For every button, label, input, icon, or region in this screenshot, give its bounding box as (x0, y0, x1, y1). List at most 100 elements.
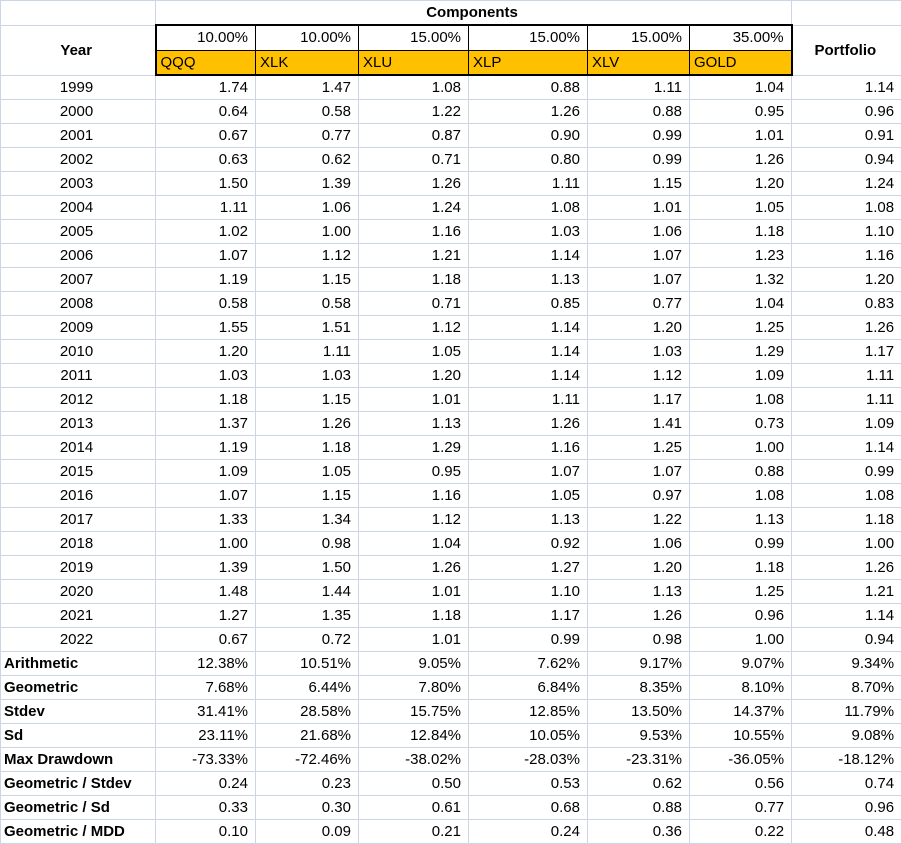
stat-value-cell[interactable]: 0.09 (256, 820, 359, 844)
return-value-cell[interactable]: 1.19 (156, 268, 256, 292)
stat-value-cell[interactable]: 15.75% (359, 700, 469, 724)
stat-value-cell[interactable]: 0.24 (469, 820, 588, 844)
stat-value-cell[interactable]: 12.38% (156, 652, 256, 676)
stat-value-cell[interactable]: 0.50 (359, 772, 469, 796)
year-column-header[interactable]: Year (1, 25, 156, 75)
stat-value-cell[interactable]: 0.30 (256, 796, 359, 820)
portfolio-value-cell[interactable]: 0.99 (792, 460, 901, 484)
year-cell[interactable]: 2000 (1, 100, 156, 124)
return-value-cell[interactable]: 1.03 (256, 364, 359, 388)
stat-value-cell[interactable]: 0.53 (469, 772, 588, 796)
ticker-cell-xlk[interactable]: XLK (256, 51, 359, 76)
return-value-cell[interactable]: 0.62 (256, 148, 359, 172)
weight-cell-xlv[interactable]: 15.00% (588, 25, 690, 51)
stat-value-cell[interactable]: 0.77 (690, 796, 792, 820)
return-value-cell[interactable]: 1.03 (588, 340, 690, 364)
portfolio-value-cell[interactable]: 1.14 (792, 604, 901, 628)
year-cell[interactable]: 2015 (1, 460, 156, 484)
return-value-cell[interactable]: 1.41 (588, 412, 690, 436)
year-cell[interactable]: 2022 (1, 628, 156, 652)
stat-value-cell[interactable]: 10.55% (690, 724, 792, 748)
return-value-cell[interactable]: 1.35 (256, 604, 359, 628)
return-value-cell[interactable]: 0.99 (469, 628, 588, 652)
return-value-cell[interactable]: 0.87 (359, 124, 469, 148)
return-value-cell[interactable]: 1.13 (469, 268, 588, 292)
return-value-cell[interactable]: 1.15 (256, 268, 359, 292)
stat-value-cell[interactable]: 0.56 (690, 772, 792, 796)
stat-value-cell[interactable]: 6.44% (256, 676, 359, 700)
stat-label[interactable]: Geometric (1, 676, 156, 700)
return-value-cell[interactable]: 0.63 (156, 148, 256, 172)
portfolio-value-cell[interactable]: 0.91 (792, 124, 901, 148)
portfolio-value-cell[interactable]: 1.14 (792, 436, 901, 460)
return-value-cell[interactable]: 1.00 (256, 220, 359, 244)
return-value-cell[interactable]: 0.71 (359, 292, 469, 316)
return-value-cell[interactable]: 1.05 (359, 340, 469, 364)
return-value-cell[interactable]: 1.32 (690, 268, 792, 292)
stat-value-cell[interactable]: 0.23 (256, 772, 359, 796)
portfolio-value-cell[interactable]: 0.96 (792, 100, 901, 124)
return-value-cell[interactable]: 1.14 (469, 244, 588, 268)
stat-label[interactable]: Max Drawdown (1, 748, 156, 772)
stat-value-cell[interactable]: 31.41% (156, 700, 256, 724)
return-value-cell[interactable]: 0.96 (690, 604, 792, 628)
return-value-cell[interactable]: 1.13 (690, 508, 792, 532)
stat-value-cell[interactable]: 0.22 (690, 820, 792, 844)
return-value-cell[interactable]: 1.00 (690, 628, 792, 652)
return-value-cell[interactable]: 1.11 (256, 340, 359, 364)
return-value-cell[interactable]: 1.50 (156, 172, 256, 196)
return-value-cell[interactable]: 0.58 (256, 292, 359, 316)
stat-value-cell[interactable]: 6.84% (469, 676, 588, 700)
return-value-cell[interactable]: 1.10 (469, 580, 588, 604)
year-cell[interactable]: 2006 (1, 244, 156, 268)
return-value-cell[interactable]: 1.29 (690, 340, 792, 364)
return-value-cell[interactable]: 1.07 (156, 244, 256, 268)
stat-value-cell[interactable]: 12.85% (469, 700, 588, 724)
portfolio-value-cell[interactable]: 1.18 (792, 508, 901, 532)
return-value-cell[interactable]: 1.08 (359, 75, 469, 100)
stat-value-cell[interactable]: 0.10 (156, 820, 256, 844)
return-value-cell[interactable]: 0.88 (690, 460, 792, 484)
stat-value-cell[interactable]: 9.05% (359, 652, 469, 676)
return-value-cell[interactable]: 1.74 (156, 75, 256, 100)
return-value-cell[interactable]: 1.37 (156, 412, 256, 436)
return-value-cell[interactable]: 1.11 (469, 172, 588, 196)
return-value-cell[interactable]: 1.04 (690, 292, 792, 316)
portfolio-value-cell[interactable]: 1.17 (792, 340, 901, 364)
stat-value-cell[interactable]: 0.33 (156, 796, 256, 820)
year-cell[interactable]: 2016 (1, 484, 156, 508)
top-right-blank-cell[interactable] (792, 1, 901, 26)
return-value-cell[interactable]: 1.20 (156, 340, 256, 364)
return-value-cell[interactable]: 1.08 (690, 388, 792, 412)
stat-value-cell[interactable]: 12.84% (359, 724, 469, 748)
portfolio-value-cell[interactable]: 1.20 (792, 268, 901, 292)
return-value-cell[interactable]: 1.44 (256, 580, 359, 604)
ticker-cell-gold[interactable]: GOLD (690, 51, 792, 76)
return-value-cell[interactable]: 1.16 (359, 220, 469, 244)
return-value-cell[interactable]: 1.02 (156, 220, 256, 244)
ticker-cell-xlv[interactable]: XLV (588, 51, 690, 76)
return-value-cell[interactable]: 0.99 (690, 532, 792, 556)
return-value-cell[interactable]: 1.00 (690, 436, 792, 460)
stat-value-cell[interactable]: 23.11% (156, 724, 256, 748)
return-value-cell[interactable]: 0.85 (469, 292, 588, 316)
year-cell[interactable]: 1999 (1, 75, 156, 100)
portfolio-value-cell[interactable]: 1.00 (792, 532, 901, 556)
return-value-cell[interactable]: 1.06 (588, 220, 690, 244)
return-value-cell[interactable]: 0.58 (156, 292, 256, 316)
return-value-cell[interactable]: 1.18 (690, 556, 792, 580)
portfolio-value-cell[interactable]: 1.10 (792, 220, 901, 244)
portfolio-stat-cell[interactable]: -18.12% (792, 748, 901, 772)
components-header[interactable]: Components (156, 1, 792, 26)
return-value-cell[interactable]: 1.03 (469, 220, 588, 244)
stat-value-cell[interactable]: 9.07% (690, 652, 792, 676)
return-value-cell[interactable]: 1.04 (359, 532, 469, 556)
stat-label[interactable]: Sd (1, 724, 156, 748)
return-value-cell[interactable]: 1.09 (156, 460, 256, 484)
year-cell[interactable]: 2017 (1, 508, 156, 532)
return-value-cell[interactable]: 0.98 (256, 532, 359, 556)
stat-label[interactable]: Arithmetic (1, 652, 156, 676)
return-value-cell[interactable]: 1.19 (156, 436, 256, 460)
stat-value-cell[interactable]: 14.37% (690, 700, 792, 724)
return-value-cell[interactable]: 0.90 (469, 124, 588, 148)
